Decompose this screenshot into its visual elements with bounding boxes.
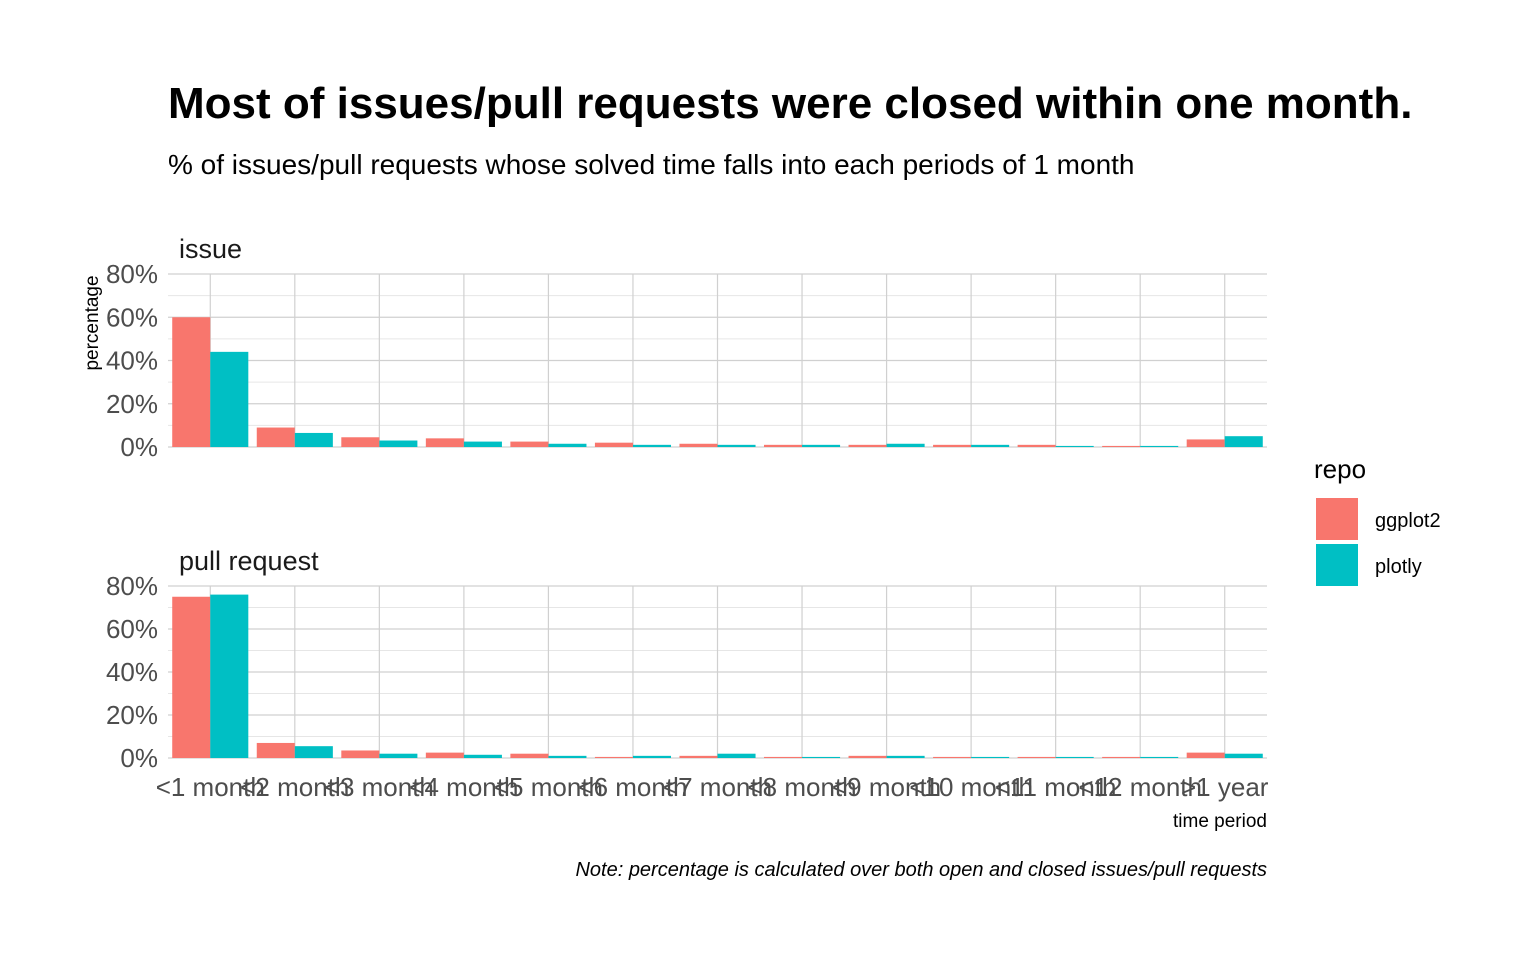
bar-plotly-5: [632, 755, 672, 758]
y-tick-label: 40%: [106, 346, 158, 376]
bar-plotly-11: [1140, 445, 1179, 447]
legend: repo ggplot2 plotly: [1314, 454, 1441, 586]
x-tick-label: <2 month: [240, 772, 349, 802]
y-tick-label: 0%: [120, 743, 158, 773]
bar-ggplot2-10: [1017, 444, 1056, 447]
bar-ggplot2-6: [679, 443, 718, 447]
legend-key-ggplot2: [1316, 498, 1358, 540]
bar-ggplot2-12: [1186, 752, 1225, 758]
bar-ggplot2-5: [594, 756, 633, 758]
bar-plotly-7: [802, 444, 841, 447]
bar-ggplot2-6: [679, 755, 718, 758]
bar-plotly-3: [463, 441, 502, 447]
bar-plotly-2: [379, 440, 418, 447]
bar-ggplot2-2: [341, 750, 380, 758]
bar-plotly-9: [971, 756, 1010, 758]
facet-strip-label: pull request: [179, 546, 319, 576]
bar-plotly-12: [1224, 436, 1263, 447]
bar-plotly-11: [1140, 756, 1179, 758]
bar-plotly-4: [548, 755, 587, 758]
chart-caption: Note: percentage is calculated over both…: [575, 859, 1267, 881]
bar-plotly-1: [294, 746, 333, 758]
bar-ggplot2-1: [256, 427, 295, 447]
y-tick-label: 0%: [120, 432, 158, 462]
x-tick-label: <3 month: [325, 772, 434, 802]
y-axis-title: percentage: [82, 275, 103, 370]
bar-ggplot2-8: [848, 755, 887, 758]
bar-ggplot2-7: [763, 756, 803, 758]
bar-plotly-8: [886, 443, 925, 447]
bar-plotly-7: [802, 756, 841, 758]
x-tick-label: <12 month: [1078, 772, 1202, 802]
facet-panel-0: 0% 20% 40% 60% 80% issue: [106, 234, 1267, 462]
legend-label-plotly: plotly: [1375, 556, 1422, 578]
y-tick-label: 40%: [106, 657, 158, 687]
bar-plotly-0: [210, 594, 249, 758]
bar-ggplot2-9: [933, 444, 972, 447]
bar-ggplot2-9: [933, 756, 972, 758]
bar-ggplot2-0: [172, 596, 211, 758]
legend-label-ggplot2: ggplot2: [1375, 510, 1441, 532]
bar-plotly-12: [1224, 753, 1263, 758]
chart-subtitle: % of issues/pull requests whose solved t…: [168, 149, 1135, 180]
bar-plotly-6: [717, 753, 756, 758]
bar-ggplot2-8: [848, 444, 887, 447]
bar-ggplot2-0: [172, 317, 211, 447]
bar-ggplot2-3: [425, 438, 464, 447]
bar-plotly-1: [294, 432, 333, 447]
x-tick-label: >1 year: [1181, 772, 1269, 802]
x-tick-label: <7 month: [663, 772, 772, 802]
y-tick-label: 60%: [106, 302, 158, 332]
bar-ggplot2-5: [594, 442, 633, 447]
x-tick-label: <1 month: [156, 772, 265, 802]
x-tick-label: <11 month: [995, 772, 1117, 802]
bar-ggplot2-11: [1102, 445, 1141, 447]
legend-title: repo: [1314, 454, 1366, 484]
chart-title: Most of issues/pull requests were closed…: [168, 79, 1412, 128]
y-tick-label: 60%: [106, 614, 158, 644]
bar-ggplot2-12: [1186, 439, 1225, 447]
y-tick-label: 20%: [106, 700, 158, 730]
bar-plotly-10: [1055, 756, 1094, 758]
bar-plotly-10: [1055, 445, 1094, 447]
bar-plotly-4: [548, 443, 587, 447]
bar-plotly-8: [886, 755, 925, 758]
bar-ggplot2-7: [763, 444, 803, 447]
bar-plotly-6: [717, 444, 756, 447]
bar-ggplot2-4: [510, 753, 549, 758]
legend-key-plotly: [1316, 544, 1358, 586]
facet-strip-label: issue: [179, 234, 242, 264]
x-tick-label: <5 month: [494, 772, 603, 802]
bar-plotly-5: [632, 444, 672, 447]
x-tick-label: <6 month: [578, 772, 687, 802]
bar-ggplot2-1: [256, 742, 295, 758]
facet-panels: 0% 20% 40% 60% 80% issue 0% 20% 40% 60% 80% pull re…: [106, 234, 1269, 802]
x-axis-title: time period: [1173, 811, 1267, 832]
x-tick-label: <4 month: [409, 772, 518, 802]
bar-ggplot2-3: [425, 752, 464, 758]
bar-ggplot2-10: [1017, 756, 1056, 758]
bar-ggplot2-4: [510, 441, 549, 447]
bar-ggplot2-11: [1102, 756, 1141, 758]
y-tick-label: 80%: [106, 259, 158, 289]
y-tick-label: 80%: [106, 571, 158, 601]
x-tick-label: <8 month: [747, 772, 856, 802]
x-tick-label: <9 month: [832, 772, 941, 802]
bar-plotly-3: [463, 754, 502, 758]
bar-plotly-2: [379, 753, 418, 758]
facet-panel-1: 0% 20% 40% 60% 80% pull request: [106, 546, 1267, 773]
bar-plotly-0: [210, 351, 249, 447]
bar-ggplot2-2: [341, 437, 380, 447]
y-tick-label: 20%: [106, 389, 158, 419]
x-tick-label: <10 month: [909, 772, 1033, 802]
bar-plotly-9: [971, 444, 1010, 447]
